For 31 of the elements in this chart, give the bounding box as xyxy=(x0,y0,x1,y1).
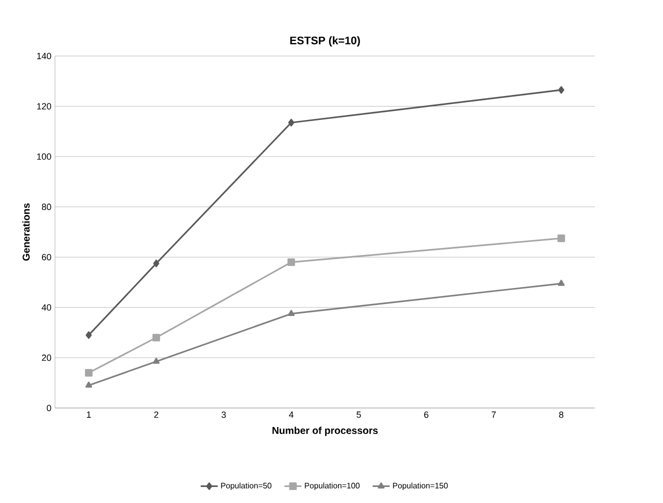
y-tick-label: 0 xyxy=(46,404,52,412)
y-tick-label: 140 xyxy=(37,52,52,60)
point xyxy=(558,86,564,94)
chart-title: ESTSP (k=10) xyxy=(290,36,360,46)
point xyxy=(287,258,296,266)
point xyxy=(153,260,160,268)
point xyxy=(152,334,160,342)
y-tick-label: 100 xyxy=(37,153,52,160)
point xyxy=(152,358,160,364)
point xyxy=(86,331,92,339)
x-tick-label: 4 xyxy=(288,412,294,418)
point xyxy=(288,118,294,126)
y-axis-title: Generations xyxy=(22,203,30,261)
x-tick-label: 6 xyxy=(424,412,428,418)
point xyxy=(557,234,566,242)
point xyxy=(85,382,92,388)
point xyxy=(558,280,565,286)
point xyxy=(288,310,295,316)
x-tick-label: 7 xyxy=(492,412,496,418)
x-tick-label: 8 xyxy=(559,412,564,418)
y-tick-label: 40 xyxy=(42,304,52,311)
x-tick-label: 2 xyxy=(154,412,158,418)
x-tick-label: 1 xyxy=(86,412,91,418)
y-tick-label: 20 xyxy=(42,354,52,361)
x-tick-label: 3 xyxy=(222,412,226,418)
x-axis-title: Number of processors xyxy=(272,426,378,436)
y-tick-label: 120 xyxy=(37,103,52,110)
y-tick-label: 60 xyxy=(42,254,52,260)
y-tick-label: 80 xyxy=(42,204,52,210)
point xyxy=(84,369,93,377)
x-tick-label: 5 xyxy=(356,412,361,418)
